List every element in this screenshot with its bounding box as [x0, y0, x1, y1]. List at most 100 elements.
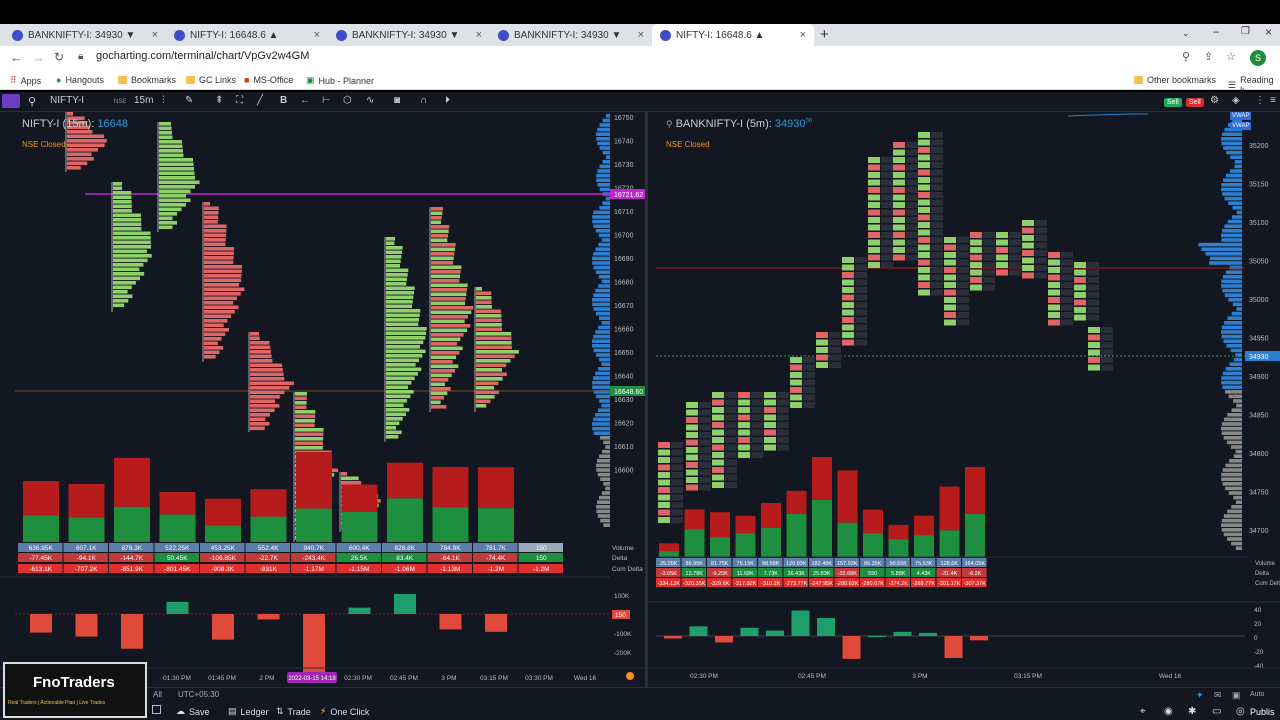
tab-search-icon[interactable]: ⌄	[1182, 28, 1190, 38]
footprint-bid-cell	[842, 309, 854, 316]
forward-icon[interactable]: →	[32, 50, 45, 65]
restore-icon[interactable]: ❐	[1241, 26, 1250, 37]
volume-profile-bar	[603, 440, 610, 445]
chat-icon[interactable]: ✉	[1214, 690, 1222, 700]
footprint-ask-cell	[777, 407, 789, 413]
volume-profile-bar	[1232, 215, 1242, 219]
footprint-ask-cell	[1087, 262, 1099, 268]
chart-type-icon[interactable]: ⫶	[162, 95, 165, 106]
indicator-icon[interactable]: ∿	[366, 95, 375, 106]
sell-button[interactable]: Sell	[1186, 96, 1204, 107]
one-click-button[interactable]: ⚡︎ One Click	[320, 706, 369, 717]
gear-icon[interactable]: ⚙	[1210, 95, 1219, 106]
bookmark-hangouts[interactable]: ● Hangouts	[56, 75, 104, 85]
ruler-icon[interactable]: ⊢	[322, 95, 331, 106]
close-icon[interactable]: ×	[799, 29, 806, 41]
banknifty-chart-canvas[interactable]: 35200 35150 35100 35050 35000 34950 34900 34850…	[648, 112, 1280, 687]
search-icon[interactable]: ⚲	[28, 96, 37, 108]
footprint-ask-cell	[931, 184, 943, 191]
footprint-ask-cell	[881, 194, 893, 201]
more-icon[interactable]: ⋮	[1255, 95, 1265, 106]
replay-icon[interactable]: ⏵	[445, 95, 450, 106]
new-tab-button[interactable]: +	[820, 26, 829, 43]
bookmark-other[interactable]: Other bookmarks	[1134, 75, 1216, 85]
shape-icon[interactable]: ⬡	[343, 95, 352, 106]
symbol-label[interactable]: NIFTY-I	[50, 95, 85, 106]
close-icon[interactable]: ×	[313, 29, 320, 41]
draw-icon[interactable]: ✎	[185, 95, 194, 106]
browser-tab[interactable]: BANKNIFTY-I: 34930 ▼ ×	[328, 24, 490, 46]
zoom-icon[interactable]: ⚲	[1182, 51, 1191, 63]
ledger-button[interactable]: ▤ Ledger	[228, 706, 269, 717]
table-cell-value: 75.53K	[915, 561, 933, 567]
share-icon[interactable]: ⇪	[1204, 51, 1214, 63]
layers-icon[interactable]: ◈	[1232, 95, 1240, 106]
nifty-chart-canvas[interactable]: 1675016740167301672016710167001669016680…	[0, 112, 645, 687]
browser-tab-active[interactable]: NIFTY-I: 16648.6 ▲ ×	[652, 24, 814, 46]
lock-icon[interactable]: 🔒︎	[78, 51, 84, 62]
camera-icon[interactable]: ◙	[394, 95, 401, 106]
footprint-cell	[204, 350, 220, 355]
save-button[interactable]: ☁ Save	[176, 706, 210, 717]
bookmark-msoffice[interactable]: ■ MS-Office	[244, 75, 293, 85]
search-icon[interactable]: ⚲	[666, 119, 673, 129]
video-icon[interactable]: ▭	[1212, 706, 1222, 717]
auto-scale-toggle[interactable]: Auto	[1250, 691, 1265, 698]
url-field[interactable]: gocharting.com/terminal/chart/VpGv2w4GM	[96, 50, 310, 62]
volume-profile-bar	[1230, 348, 1242, 353]
bookmark-hub-planner[interactable]: ▣ Hub - Planner	[306, 75, 374, 86]
magnet-icon[interactable]: ∩	[420, 95, 428, 106]
layout-checkbox[interactable]	[152, 705, 161, 714]
publish-button[interactable]: Publis	[1250, 707, 1275, 717]
volume-profile-bar	[1221, 233, 1242, 238]
close-window-icon[interactable]: ×	[1265, 25, 1273, 39]
close-icon[interactable]: ×	[475, 29, 482, 41]
minimize-icon[interactable]: –	[1213, 26, 1220, 38]
bookmark-folder[interactable]: GC Links	[186, 75, 236, 85]
cursor-icon[interactable]: ⇞	[215, 95, 224, 106]
buy-button[interactable]: Sell	[1164, 96, 1182, 107]
bug-icon[interactable]: ✱	[1188, 706, 1197, 717]
reload-icon[interactable]: ↻	[54, 50, 65, 64]
volume-profile-bar	[593, 293, 610, 297]
volume-profile-bar	[1221, 523, 1242, 527]
footprint-ask-cell	[725, 392, 737, 398]
browser-tab[interactable]: BANKNIFTY-I: 34930 ▼ ×	[490, 24, 652, 46]
footprint-cell	[67, 116, 85, 121]
bookmark-apps[interactable]: ⠿ Apps	[10, 75, 41, 86]
footprint-cell	[295, 419, 315, 423]
arrow-left-icon[interactable]: ←	[300, 95, 310, 106]
timezone-label[interactable]: UTC+05:30	[178, 690, 220, 699]
browser-tab[interactable]: BANKNIFTY-I: 34930 ▼ ×	[4, 24, 166, 46]
reading-list[interactable]: ☰ Reading li	[1228, 75, 1280, 95]
camera-icon[interactable]: ▣	[1232, 690, 1241, 700]
bold-tool-icon[interactable]: B	[280, 95, 288, 106]
table-cell	[518, 564, 563, 573]
bookmark-folder[interactable]: Bookmarks	[118, 75, 176, 85]
range-all[interactable]: All	[153, 690, 162, 699]
interval-select[interactable]: 15m	[134, 95, 154, 106]
profile-avatar[interactable]: S	[1250, 50, 1266, 66]
back-icon[interactable]: ←	[10, 50, 23, 65]
table-cell	[382, 553, 427, 562]
banknifty-chart-pane[interactable]: 35200 35150 35100 35050 35000 34950 34900 34850…	[648, 112, 1280, 687]
close-icon[interactable]: ×	[637, 29, 644, 41]
browser-tab[interactable]: NIFTY-I: 16648.6 ▲ ×	[166, 24, 328, 46]
line-tool-icon[interactable]: ╱	[257, 95, 264, 106]
target-icon[interactable]: ⌖	[1140, 706, 1146, 717]
nifty-chart-pane[interactable]: 1675016740167301672016710167001669016680…	[0, 112, 645, 687]
volume-bar-sell	[735, 515, 756, 534]
broadcast-icon[interactable]: ◎	[1236, 706, 1245, 717]
footprint-cell	[476, 363, 507, 368]
table-cell-value: -310.2K	[761, 581, 781, 587]
menu-icon[interactable]: ≡	[1270, 95, 1276, 106]
menu-logo-icon[interactable]	[2, 94, 20, 108]
pane-divider[interactable]	[645, 112, 648, 687]
discord-icon[interactable]: ◉	[1164, 706, 1173, 717]
star-icon[interactable]: ☆	[1226, 51, 1236, 63]
crop-icon[interactable]: ⛶	[236, 95, 243, 106]
gocharting-icon	[174, 29, 185, 41]
twitter-icon[interactable]: ✦	[1196, 690, 1204, 700]
trade-button[interactable]: ⇅ Trade	[276, 706, 311, 717]
close-icon[interactable]: ×	[151, 29, 158, 41]
